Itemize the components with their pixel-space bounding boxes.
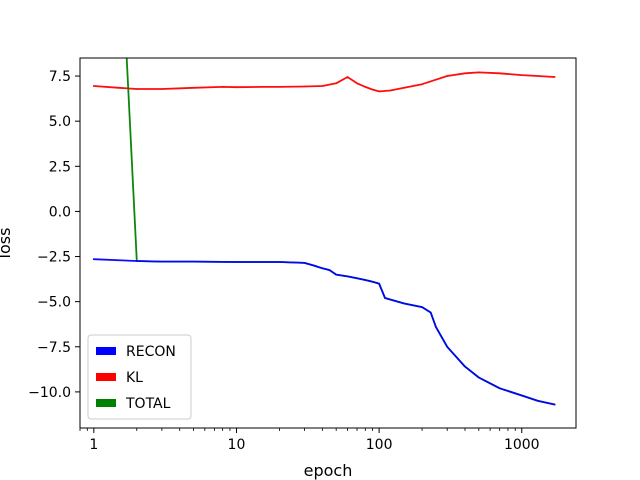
data-point-recon <box>464 366 466 368</box>
y-tick-label: 5.0 <box>49 114 71 130</box>
data-point-kl <box>321 85 323 87</box>
legend-label-kl: KL <box>126 370 143 386</box>
y-tick-label: −5.0 <box>37 295 71 311</box>
data-point-recon <box>278 261 280 263</box>
data-point-recon <box>403 302 405 305</box>
data-point-kl <box>278 86 280 88</box>
data-point-recon <box>435 326 437 328</box>
y-axis-ticks: 7.5 5.0 2.5 0.0 −2.5 −5.0 −7.5 −10.0 <box>28 69 80 401</box>
data-point-kl <box>93 85 95 87</box>
data-point-kl <box>161 88 163 90</box>
data-point-kl <box>335 82 337 84</box>
x-axis-ticks: 1 10 100 1000 <box>79 428 540 453</box>
data-point-recon <box>346 275 349 277</box>
data-point-kl <box>554 76 556 78</box>
data-point-recon <box>372 281 374 283</box>
data-point-kl <box>346 76 349 78</box>
data-point-recon <box>136 260 138 262</box>
legend: RECON KL TOTAL <box>87 334 192 420</box>
data-point-recon <box>421 306 423 308</box>
data-point-recon <box>303 262 306 264</box>
data-point-kl <box>118 87 120 89</box>
legend-label-recon: RECON <box>126 344 176 360</box>
x-tick-label: 1000 <box>504 437 540 453</box>
y-tick-label: 2.5 <box>49 159 71 175</box>
legend-swatch-recon <box>96 347 116 355</box>
data-point-kl <box>222 86 224 88</box>
data-point-kl <box>235 86 238 88</box>
data-point-kl <box>521 74 523 76</box>
data-point-kl <box>378 90 380 92</box>
data-point-kl <box>303 85 306 88</box>
data-point-recon <box>329 269 331 271</box>
data-point-kl <box>537 75 539 77</box>
data-point-kl <box>478 71 480 73</box>
x-axis-label: epoch <box>304 461 353 480</box>
data-point-recon <box>356 277 358 279</box>
data-point-recon <box>384 297 386 299</box>
data-point-kl <box>464 72 466 74</box>
data-point-recon <box>235 261 238 263</box>
data-point-kl <box>192 87 195 89</box>
y-tick-label: −7.5 <box>37 340 71 356</box>
data-point-recon <box>192 261 195 263</box>
data-point-recon <box>446 346 448 348</box>
data-point-recon <box>93 258 95 260</box>
data-point-recon <box>537 400 539 402</box>
x-tick-label: 10 <box>228 437 246 453</box>
data-point-recon <box>335 274 337 276</box>
x-tick-label: 100 <box>366 437 393 453</box>
data-point-kl <box>372 89 374 91</box>
data-point-kl <box>389 89 391 92</box>
data-point-recon <box>430 311 432 314</box>
data-point-kl <box>356 82 358 84</box>
data-point-recon <box>478 376 480 379</box>
data-point-recon <box>313 265 315 267</box>
data-point-kl <box>364 86 366 88</box>
y-tick-label: −2.5 <box>37 250 71 266</box>
y-tick-label: 0.0 <box>49 204 71 220</box>
series-line-kl <box>92 71 556 93</box>
series-layer <box>92 58 556 406</box>
legend-swatch-total <box>96 399 116 407</box>
data-point-recon <box>521 394 523 397</box>
data-point-recon <box>499 387 501 389</box>
data-point-recon <box>378 283 380 285</box>
legend-label-total: TOTAL <box>125 396 171 412</box>
legend-box <box>87 334 192 420</box>
data-point-kl <box>403 87 405 89</box>
series-line-recon <box>92 258 556 406</box>
y-tick-label: −10.0 <box>28 385 71 401</box>
data-point-recon <box>554 403 556 406</box>
data-point-kl <box>435 79 437 81</box>
data-point-recon <box>364 279 366 281</box>
legend-swatch-kl <box>96 373 116 381</box>
y-axis-label: loss <box>0 228 14 259</box>
data-point-kl <box>136 88 138 90</box>
axes-frame <box>79 57 577 429</box>
data-point-kl <box>261 86 263 88</box>
data-point-kl <box>499 72 501 74</box>
data-point-recon <box>161 261 163 263</box>
x-tick-label: 1 <box>89 437 98 453</box>
data-point-recon <box>321 267 323 269</box>
data-point-kl <box>446 75 448 77</box>
data-point-kl <box>421 83 423 85</box>
y-tick-label: 7.5 <box>49 69 71 85</box>
